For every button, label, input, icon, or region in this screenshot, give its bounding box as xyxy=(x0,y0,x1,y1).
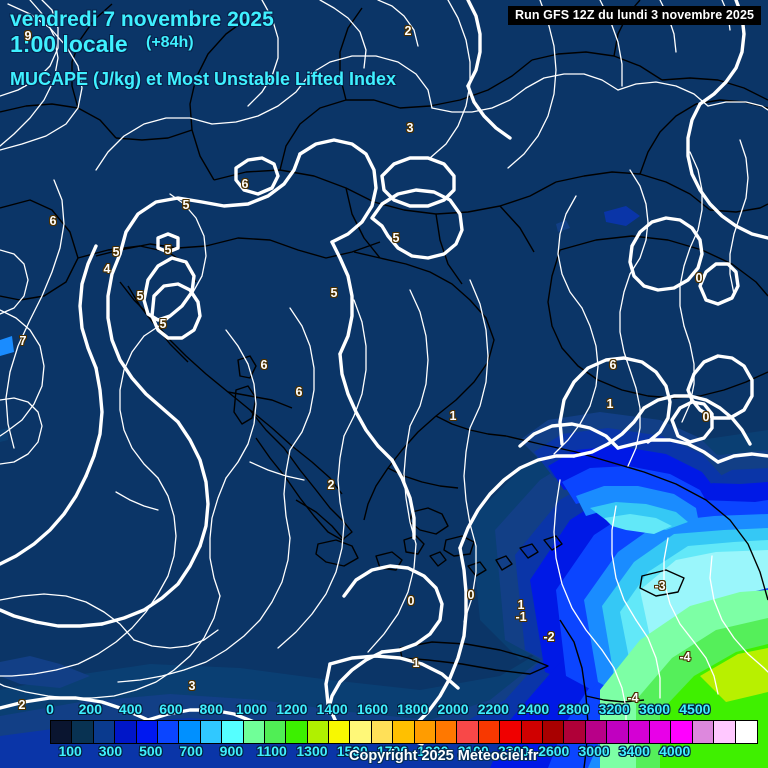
legend-tick-label: 400 xyxy=(118,701,143,717)
legend-tick-label: 2400 xyxy=(518,701,550,717)
legend-swatch xyxy=(200,721,223,743)
legend-tick-label: 1700 xyxy=(376,743,409,759)
legend-swatch xyxy=(692,721,715,743)
legend-tick-label: 200 xyxy=(78,701,102,717)
lifted-index-contours xyxy=(0,0,768,746)
legend-swatch xyxy=(51,721,73,743)
legend-tick-label: 500 xyxy=(139,743,163,759)
legend-tick-label: 100 xyxy=(58,743,82,759)
legend-swatch xyxy=(500,721,522,743)
color-scale-bar[interactable] xyxy=(50,720,758,744)
legend-tick-label: 4000 xyxy=(659,743,691,759)
legend-tick-label: 1900 xyxy=(417,743,449,759)
legend-swatch xyxy=(329,721,351,743)
legend-tick-label: 600 xyxy=(159,701,183,717)
legend-tick-label: 2800 xyxy=(558,701,590,717)
legend-tick-label: 2100 xyxy=(457,743,489,759)
legend-tick-label: 3200 xyxy=(598,701,630,717)
legend-swatch xyxy=(607,721,629,743)
legend-swatch xyxy=(414,721,437,743)
legend-swatch xyxy=(371,721,394,743)
legend-tick-label: 4500 xyxy=(679,701,711,717)
legend-tick-label: 900 xyxy=(219,743,244,759)
forecast-date: vendredi 7 novembre 2025 xyxy=(10,8,274,31)
legend-swatch xyxy=(115,721,137,743)
legend-tick-label: 1500 xyxy=(336,743,368,759)
legend-tick-label: 1800 xyxy=(397,701,429,717)
legend-swatch xyxy=(179,721,201,743)
legend-swatch xyxy=(393,721,415,743)
legend-swatch xyxy=(264,721,287,743)
legend-swatch xyxy=(222,721,244,743)
legend-swatch xyxy=(628,721,650,743)
forecast-time: 1:00 locale xyxy=(10,31,128,57)
legend-tick-label: 3600 xyxy=(638,701,671,717)
legend-swatch xyxy=(542,721,565,743)
legend-swatch xyxy=(649,721,672,743)
copyright-notice: Copyright 2025 Meteociel.fr xyxy=(349,748,539,764)
legend-swatch xyxy=(585,721,608,743)
legend-swatch xyxy=(350,721,372,743)
legend-swatch xyxy=(436,721,458,743)
legend-tick-label: 300 xyxy=(98,743,123,759)
legend-tick-label: 0 xyxy=(46,701,54,717)
legend-tick-label: 1300 xyxy=(296,743,328,759)
legend-swatch xyxy=(564,721,586,743)
legend-swatch xyxy=(307,721,330,743)
legend-swatch xyxy=(286,721,308,743)
legend-tick-label: 1100 xyxy=(256,743,287,759)
legend-tick-label: 3000 xyxy=(578,743,610,759)
parameter-title: MUCAPE (J/kg) et Most Unstable Lifted In… xyxy=(10,69,397,89)
color-scale-legend[interactable]: 0 200 400 600 800 1000 1200 1400 1600 1800 2000 220… xyxy=(0,698,768,768)
legend-tick-label: 1000 xyxy=(235,701,268,717)
legend-swatch xyxy=(735,721,757,743)
legend-tick-label: 3400 xyxy=(618,743,650,759)
legend-swatch xyxy=(478,721,501,743)
legend-swatch xyxy=(72,721,94,743)
legend-swatch xyxy=(93,721,116,743)
legend-tick-label: 2000 xyxy=(437,701,469,717)
legend-swatch xyxy=(671,721,693,743)
legend-swatch xyxy=(136,721,158,743)
legend-tick-label: 2300 xyxy=(497,743,530,759)
legend-tick-label: 1400 xyxy=(316,701,348,717)
legend-swatch xyxy=(714,721,736,743)
legend-swatch xyxy=(243,721,265,743)
legend-swatch xyxy=(521,721,543,743)
legend-tick-label: 1200 xyxy=(276,701,308,717)
legend-swatch xyxy=(157,721,180,743)
model-run-banner: Run GFS 12Z du lundi 3 novembre 2025 xyxy=(508,6,762,25)
legend-swatch xyxy=(457,721,479,743)
legend-tick-label: 700 xyxy=(179,743,203,759)
forecast-lead-time: (+84h) xyxy=(146,34,194,51)
legend-tick-label: 800 xyxy=(199,701,223,717)
legend-tick-label: 2600 xyxy=(538,743,570,759)
legend-tick-label: 1600 xyxy=(356,701,388,717)
legend-tick-label: 2200 xyxy=(477,701,509,717)
